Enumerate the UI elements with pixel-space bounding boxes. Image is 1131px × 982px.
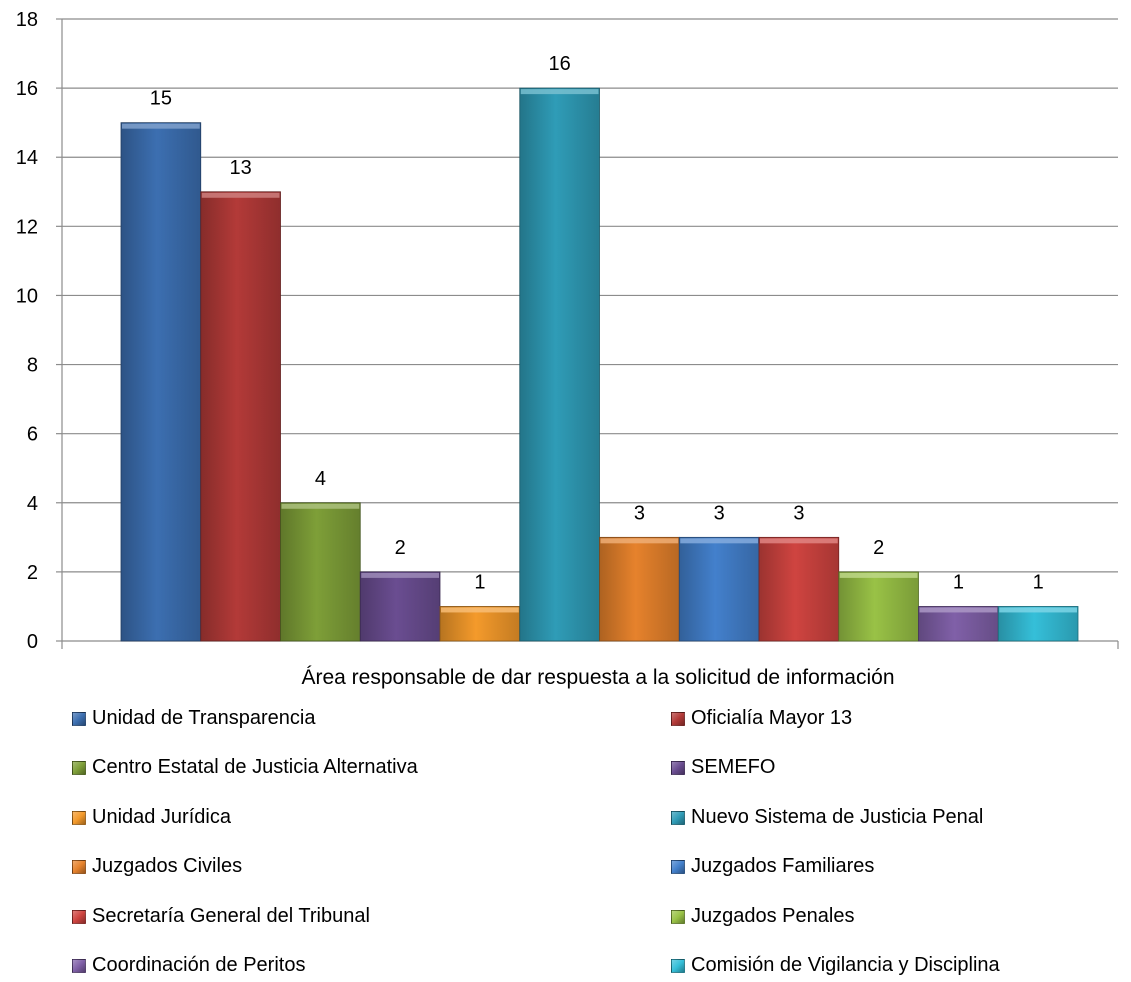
bar-bevel [122, 123, 200, 129]
bar [678, 536, 760, 642]
legend-item: Nuevo Sistema de Justicia Penal [671, 806, 983, 829]
bar [758, 536, 840, 642]
legend-label: Unidad Jurídica [92, 806, 231, 828]
bar-bevel [201, 192, 280, 198]
legend-label: Oficialía Mayor 13 [691, 707, 853, 729]
legend-swatch [671, 711, 685, 726]
legend-label: SEMEFO [691, 756, 776, 778]
legend-item: Comisión de Vigilancia y Disciplina [671, 954, 1000, 977]
data-label: 3 [714, 502, 725, 524]
legend-label: Juzgados Civiles [92, 855, 243, 877]
legend-label: Juzgados Penales [691, 905, 855, 927]
y-tick-label: 10 [16, 285, 38, 307]
legend-label: Juzgados Familiares [691, 855, 875, 877]
bar-chart-plot: 0 2 4 6 8 10 12 14 16 18 15 13 4 2 1 16 3 3 3 2 1 1 Área res… [16, 9, 1119, 689]
data-label: 1 [474, 571, 485, 593]
legend-swatch [671, 810, 685, 825]
bar-bevel [680, 538, 758, 544]
data-label: 1 [1033, 571, 1044, 593]
y-tick-label: 14 [16, 147, 38, 169]
legend-item: Centro Estatal de Justicia Alternativa [72, 756, 418, 779]
data-label: 3 [634, 502, 645, 524]
bar [359, 571, 441, 642]
data-label: 2 [395, 537, 406, 559]
data-label: 13 [230, 157, 252, 179]
bar-bevel [281, 503, 360, 509]
legend-label: Comisión de Vigilancia y Disciplina [691, 954, 1000, 976]
bar-bevel [839, 572, 918, 578]
bar-bevel [361, 572, 439, 578]
data-label: 3 [793, 502, 804, 524]
legend-swatch [72, 760, 86, 775]
legend-item: SEMEFO [671, 756, 775, 779]
legend-label: Unidad de Transparencia [92, 707, 316, 729]
legend: Unidad de Transparencia Oficialía Mayor 1… [0, 700, 1131, 982]
data-label: 15 [150, 88, 172, 110]
data-label: 1 [953, 571, 964, 593]
bar [120, 122, 202, 642]
legend-label: Nuevo Sistema de Justicia Penal [691, 806, 984, 828]
legend-swatch [72, 711, 86, 726]
bar-bevel [760, 538, 838, 544]
legend-item: Unidad Jurídica [72, 806, 231, 829]
y-tick-label: 0 [27, 631, 38, 653]
bar-bevel [919, 607, 998, 613]
x-axis-title: Área responsable de dar respuesta a la s… [301, 666, 894, 689]
bar-bevel [600, 538, 679, 544]
y-tick-label: 2 [27, 562, 38, 584]
y-tick-label: 6 [27, 424, 38, 446]
legend-item: Juzgados Civiles [72, 855, 242, 878]
legend-label: Coordinación de Peritos [92, 954, 306, 976]
legend-item: Secretaría General del Tribunal [72, 905, 370, 928]
bar-bevel [441, 607, 519, 613]
legend-swatch [72, 810, 86, 825]
y-tick-label: 18 [16, 9, 38, 31]
legend-swatch [671, 958, 685, 973]
legend-swatch [72, 859, 86, 874]
data-label: 4 [315, 468, 326, 490]
y-tick-label: 8 [27, 355, 38, 377]
legend-item: Unidad de Transparencia [72, 707, 315, 730]
bar [200, 191, 281, 642]
bar [838, 571, 919, 642]
data-label: 2 [873, 537, 884, 559]
legend-item: Oficialía Mayor 13 [671, 707, 852, 730]
legend-swatch [671, 760, 685, 775]
y-tick-label: 4 [27, 493, 38, 515]
legend-swatch [671, 909, 685, 924]
bar [280, 502, 361, 642]
legend-swatch [72, 958, 86, 973]
y-tick-label: 16 [16, 78, 38, 100]
legend-label: Centro Estatal de Justicia Alternativa [92, 756, 418, 778]
legend-item: Juzgados Penales [671, 905, 854, 928]
y-tick-label: 12 [16, 216, 38, 238]
bar [599, 536, 680, 642]
data-label: 16 [549, 53, 571, 75]
legend-item: Juzgados Familiares [671, 855, 874, 878]
legend-swatch [671, 859, 685, 874]
bar-bevel [520, 89, 599, 95]
bar [519, 87, 600, 642]
legend-swatch [72, 909, 86, 924]
bar-bevel [999, 607, 1077, 613]
legend-label: Secretaría General del Tribunal [92, 905, 370, 927]
legend-item: Coordinación de Peritos [72, 954, 305, 977]
